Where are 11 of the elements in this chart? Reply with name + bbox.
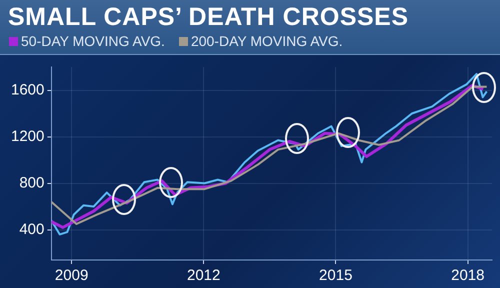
y-tick-label: 800 xyxy=(19,174,44,192)
x-tick-label: 2012 xyxy=(186,267,220,284)
y-tick-label: 1600 xyxy=(10,81,44,98)
y-tick-label: 1200 xyxy=(10,128,44,145)
y-tick-label: 400 xyxy=(19,220,44,238)
chart-title: SMALL CAPS’ DEATH CROSSES xyxy=(8,3,409,32)
x-tick-label: 2018 xyxy=(451,267,484,284)
x-tick-label: 2015 xyxy=(319,267,352,284)
legend-label: 50-DAY MOVING AVG. xyxy=(21,33,165,49)
x-tick-label: 2009 xyxy=(54,267,88,284)
legend-label: 200-DAY MOVING AVG. xyxy=(190,33,343,49)
